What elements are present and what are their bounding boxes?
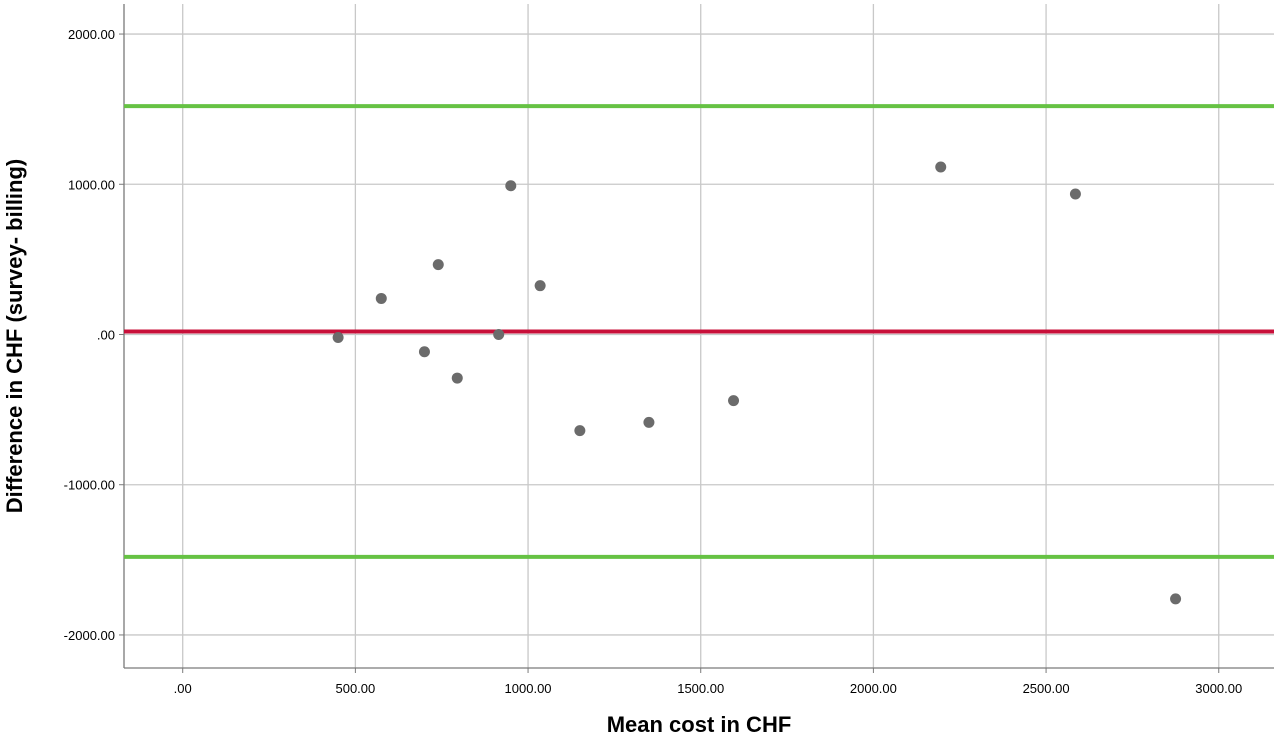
x-tick-label: 2000.00 bbox=[850, 681, 897, 696]
y-tick-label: -1000.00 bbox=[64, 478, 115, 493]
data-point bbox=[1069, 188, 1081, 200]
data-point bbox=[375, 292, 387, 304]
x-axis-title: Mean cost in CHF bbox=[607, 712, 792, 737]
tick-labels: .00 500.00 1000.00 1500.00 2000.00 2500.00 300… bbox=[64, 27, 1243, 696]
reference-lines bbox=[124, 104, 1274, 559]
data-point bbox=[451, 372, 463, 384]
x-tick-label: .00 bbox=[174, 681, 192, 696]
data-points bbox=[332, 161, 1182, 605]
data-point bbox=[935, 161, 947, 173]
data-point bbox=[534, 280, 546, 292]
data-point bbox=[332, 332, 344, 344]
data-point bbox=[432, 259, 444, 271]
y-tick-label: 1000.00 bbox=[68, 177, 115, 192]
x-tick-label: 2500.00 bbox=[1023, 681, 1070, 696]
x-tick-label: 1500.00 bbox=[677, 681, 724, 696]
data-point bbox=[643, 416, 655, 428]
y-tick-label: 2000.00 bbox=[68, 27, 115, 42]
data-point bbox=[418, 346, 430, 358]
x-tick-label: 1000.00 bbox=[505, 681, 552, 696]
data-point bbox=[493, 328, 505, 340]
data-point bbox=[1170, 593, 1182, 605]
x-tick-label: 3000.00 bbox=[1195, 681, 1242, 696]
data-point bbox=[505, 180, 517, 192]
data-point bbox=[728, 395, 740, 407]
x-tick-label: 500.00 bbox=[335, 681, 375, 696]
y-tick-label: .00 bbox=[97, 327, 115, 342]
data-point bbox=[574, 425, 586, 437]
grid-layer bbox=[124, 4, 1274, 668]
y-tick-label: -2000.00 bbox=[64, 628, 115, 643]
y-axis-title: Difference in CHF (survey- billing) bbox=[2, 159, 27, 514]
